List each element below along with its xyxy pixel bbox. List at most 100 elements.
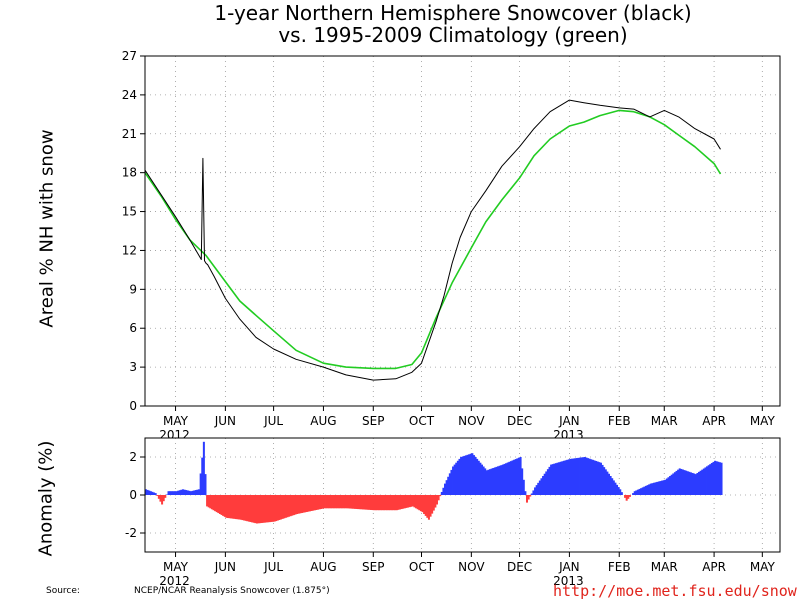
anomaly-bar bbox=[514, 459, 517, 495]
anomaly-bar bbox=[562, 460, 565, 495]
anomaly-bar bbox=[321, 495, 324, 509]
anomaly-bar bbox=[394, 495, 397, 511]
anomaly-x-tick-label: DEC bbox=[507, 560, 532, 574]
anomaly-bar bbox=[699, 470, 702, 495]
anomaly-bar bbox=[149, 491, 152, 495]
anomaly-bar bbox=[259, 495, 262, 524]
anomaly-bar bbox=[468, 454, 471, 495]
anomaly-bar bbox=[540, 478, 543, 495]
anomaly-bar bbox=[206, 495, 209, 507]
anomaly-bar bbox=[495, 466, 498, 495]
anomaly-bar bbox=[177, 490, 180, 495]
anomaly-bar bbox=[680, 468, 683, 495]
anomaly-x-tick-label: OCT bbox=[409, 560, 435, 574]
anomaly-bar bbox=[545, 471, 548, 495]
anomaly-bar bbox=[479, 462, 482, 495]
anomaly-bar bbox=[270, 495, 273, 522]
anomaly-bar bbox=[289, 495, 292, 517]
anomaly-bar bbox=[596, 461, 599, 495]
anomaly-bar bbox=[379, 495, 382, 511]
anomaly-bar bbox=[408, 495, 411, 508]
anomaly-bar bbox=[646, 485, 649, 495]
anomaly-bar bbox=[164, 495, 167, 498]
anomaly-bar bbox=[701, 469, 704, 495]
anomaly-bar bbox=[334, 495, 337, 509]
anomaly-bar bbox=[390, 495, 393, 511]
anomaly-bar bbox=[469, 453, 472, 495]
anomaly-bar bbox=[521, 468, 524, 495]
anomaly-bar bbox=[625, 495, 628, 501]
main-x-tick-label: FEB bbox=[608, 414, 631, 428]
anomaly-bar bbox=[156, 495, 159, 496]
anomaly-bar bbox=[524, 491, 527, 495]
anomaly-bar bbox=[223, 495, 226, 517]
anomaly-bar bbox=[244, 495, 247, 521]
anomaly-bar bbox=[326, 495, 329, 509]
main-x-tick-label: MAY bbox=[163, 414, 189, 428]
anomaly-bar bbox=[167, 491, 170, 495]
main-x-tick-label: JAN bbox=[558, 414, 580, 428]
anomaly-bar bbox=[281, 495, 284, 519]
anomaly-bar bbox=[440, 491, 443, 495]
anomaly-bar bbox=[712, 461, 715, 495]
anomaly-bar bbox=[474, 457, 477, 495]
chart-title-line-2: vs. 1995-2009 Climatology (green) bbox=[278, 23, 628, 47]
anomaly-bar bbox=[273, 495, 276, 522]
anomaly-bar bbox=[344, 495, 347, 509]
anomaly-bar bbox=[546, 469, 549, 495]
anomaly-bar bbox=[399, 495, 402, 510]
anomaly-bar bbox=[661, 480, 664, 495]
anomaly-bar bbox=[678, 468, 681, 495]
anomaly-bar bbox=[376, 495, 379, 511]
anomaly-bar bbox=[456, 460, 459, 495]
anomaly-bar bbox=[246, 495, 249, 522]
anomaly-bar bbox=[300, 495, 303, 513]
anomaly-bar bbox=[307, 495, 310, 512]
anomaly-bar bbox=[636, 489, 639, 495]
anomaly-bar bbox=[509, 461, 512, 495]
anomaly-bar bbox=[506, 462, 509, 495]
anomaly-bar bbox=[683, 470, 686, 495]
main-x-tick-label: AUG bbox=[310, 414, 336, 428]
anomaly-bar bbox=[284, 495, 287, 518]
anomaly-bar bbox=[272, 495, 275, 522]
anomaly-bar bbox=[360, 495, 363, 510]
anomaly-bar bbox=[654, 482, 657, 495]
anomaly-bar bbox=[357, 495, 360, 510]
anomaly-bar bbox=[511, 460, 514, 495]
anomaly-x-tick-label: MAY bbox=[750, 560, 776, 574]
anomaly-bar bbox=[591, 459, 594, 495]
anomaly-bar bbox=[503, 463, 506, 495]
anomaly-bar bbox=[358, 495, 361, 510]
main-y-tick-label: 27 bbox=[122, 49, 137, 63]
anomaly-bar bbox=[604, 469, 607, 495]
anomaly-bar bbox=[207, 495, 210, 508]
anomaly-bar bbox=[612, 480, 615, 495]
anomaly-bar bbox=[181, 489, 184, 495]
anomaly-bar bbox=[442, 487, 445, 495]
anomaly-bar bbox=[291, 495, 294, 516]
anomaly-bar bbox=[534, 487, 537, 495]
anomaly-bar bbox=[519, 457, 522, 495]
anomaly-bar bbox=[537, 482, 540, 495]
anomaly-bar bbox=[286, 495, 289, 518]
anomaly-bar bbox=[601, 464, 604, 495]
anomaly-bar bbox=[228, 495, 231, 519]
anomaly-bar bbox=[484, 468, 487, 495]
anomaly-bar bbox=[418, 495, 421, 511]
anomaly-bar bbox=[677, 469, 680, 495]
main-y-tick-label: 21 bbox=[122, 127, 137, 141]
anomaly-bar bbox=[447, 476, 450, 495]
anomaly-chart-panel: -2 0 2 MAY JUN JUL AUG SEP OCT NOV DEC JAN FEB MAR APR… bbox=[125, 437, 781, 588]
anomaly-bar bbox=[345, 495, 348, 509]
source-url[interactable]: http://moe.met.fsu.edu/snow bbox=[553, 582, 797, 600]
anomaly-bar bbox=[582, 457, 585, 495]
anomaly-bar bbox=[342, 495, 345, 509]
anomaly-bar bbox=[556, 462, 559, 495]
anomaly-bar bbox=[222, 495, 225, 516]
anomaly-bar bbox=[252, 495, 255, 523]
anomaly-bar bbox=[464, 455, 467, 495]
anomaly-x-tick-label: JAN bbox=[558, 560, 580, 574]
anomaly-bar bbox=[278, 495, 281, 520]
